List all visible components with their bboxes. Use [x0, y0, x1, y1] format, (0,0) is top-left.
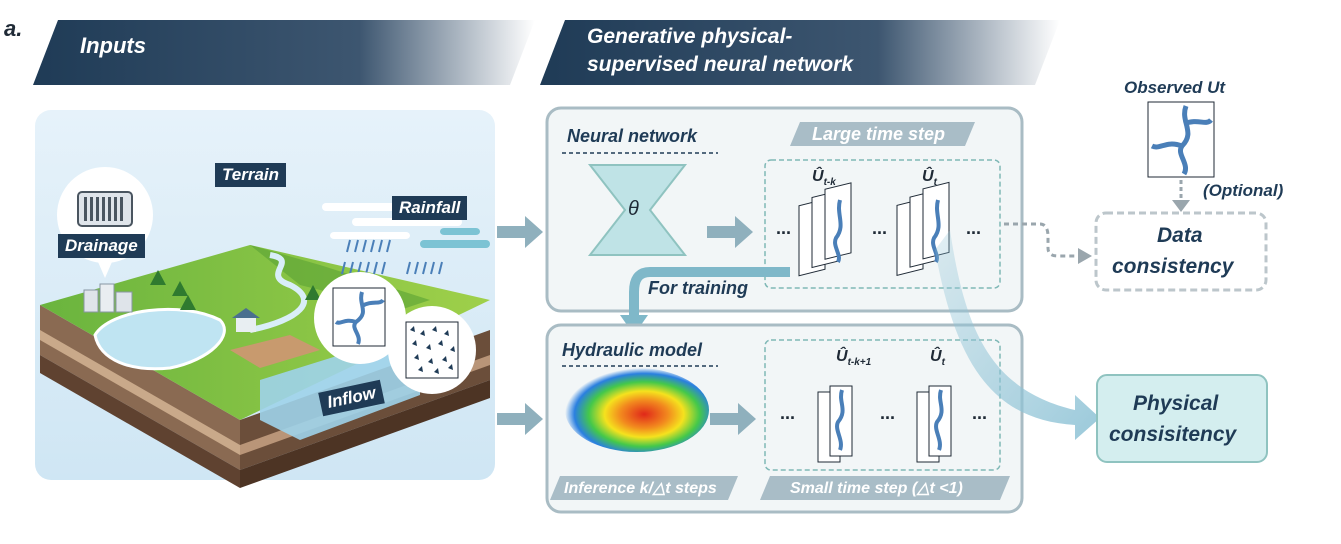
small-step-label: Small time step (△t <1): [790, 480, 963, 497]
observed-map-frame: [1147, 101, 1215, 178]
neural-network-title: Neural network: [567, 126, 698, 146]
terrain-label: Terrain: [215, 163, 287, 187]
observed-label: Observed Ut: [1124, 78, 1226, 97]
for-training-label: For training: [648, 278, 748, 298]
u-start-top: Ût-k: [812, 168, 836, 188]
u-start-bottom: Ût-k+1: [836, 348, 871, 368]
frame-stack-bottom-2: [916, 385, 952, 463]
network-banner-title-line2: supervised neural network: [587, 53, 854, 76]
observed-arrowhead: [1172, 200, 1190, 212]
u-start-bottom-symbol: Û: [836, 348, 848, 365]
inputs-banner-title: Inputs: [80, 33, 146, 58]
u-start-top-symbol: Û: [812, 168, 824, 185]
theta-symbol: θ: [628, 198, 639, 220]
network-banner-title-line1: Generative physical-: [587, 25, 793, 48]
inference-steps-label: Inference k/△t steps: [564, 480, 717, 497]
small-step-banner: [760, 476, 1010, 500]
u-end-bottom-symbol: Û: [930, 348, 942, 365]
city-building-2: [99, 283, 115, 313]
frame-river-bottom-2: [934, 389, 944, 451]
small-step-frames-box: [764, 339, 1001, 471]
frame-stack-top-1: [798, 182, 852, 277]
dots-top-2: ...: [872, 218, 888, 238]
tree-1: [150, 270, 166, 285]
arrow-hm-to-frames: [710, 403, 756, 435]
frame-river-bottom-1: [835, 389, 845, 451]
dots-top-1: ...: [776, 218, 792, 238]
arrow-inputs-to-nn: [497, 216, 543, 248]
physical-consistency-box: [1096, 374, 1268, 463]
inference-banner: [550, 476, 738, 500]
drainage-label: Drainage: [58, 234, 145, 258]
dots-bottom-2: ...: [880, 403, 896, 423]
house: [236, 318, 256, 332]
data-consistency-line2: consistency: [1112, 255, 1234, 278]
house-roof: [232, 308, 260, 318]
tree-4: [305, 285, 321, 300]
arrow-nn-to-frames: [707, 216, 753, 248]
soil-bottom-right: [240, 380, 490, 488]
lake: [93, 307, 226, 371]
observed-map-river: [1150, 105, 1213, 176]
inputs-banner: [33, 20, 535, 85]
soil-layer-stripe: [40, 330, 240, 455]
hydraulic-model-title: Hydraulic model: [562, 340, 703, 360]
u-end-top: Ût: [922, 168, 937, 188]
u-start-top-sub: t-k: [823, 177, 836, 189]
network-banner: [540, 20, 1060, 85]
u-end-bottom: Ût: [930, 348, 945, 368]
frame-stack-top-2: [896, 181, 950, 276]
heatmap-blob: [565, 368, 709, 452]
drain-grate-slots: [84, 197, 123, 221]
u-start-bottom-sub: t-k+1: [847, 357, 872, 369]
farmland: [230, 335, 320, 368]
panel-label: a.: [4, 16, 23, 41]
physical-consistency-arrow: [935, 230, 1100, 440]
flow-field-arrows: [410, 326, 455, 374]
city-building-1: [83, 289, 99, 313]
tree-3: [180, 295, 196, 310]
arrow-inputs-to-hydraulic: [497, 403, 543, 435]
flood-map-river: [334, 291, 385, 345]
river: [249, 252, 307, 333]
data-consistency-line1: Data: [1157, 224, 1203, 247]
u-end-bottom-sub: t: [941, 357, 945, 369]
frame-stack-bottom-1: [817, 385, 853, 463]
tree-2: [172, 281, 188, 296]
large-step-frames-box: [764, 159, 1001, 289]
data-consistency-connector: [1004, 222, 1080, 258]
city-building-3: [115, 291, 133, 313]
u-end-top-sub: t: [933, 177, 937, 189]
data-consistency-box: [1094, 211, 1268, 292]
optional-label: (Optional): [1203, 181, 1284, 200]
physical-consistency-line1: Physical: [1133, 392, 1219, 415]
frame-river-top-1: [833, 199, 843, 263]
dots-top-3: ...: [966, 218, 982, 238]
rain-streaks: [341, 239, 443, 275]
large-step-banner: [790, 122, 975, 146]
rain-clouds: [322, 203, 490, 248]
dots-bottom-3: ...: [972, 403, 988, 423]
large-step-label: Large time step: [812, 124, 946, 144]
rainfall-label: Rainfall: [392, 196, 468, 220]
dots-bottom-1: ...: [780, 403, 796, 423]
soil-bottom: [40, 355, 240, 488]
drainage-bubble-tail: [95, 255, 115, 278]
bowtie-network: [587, 164, 688, 256]
physical-consistency-line2: consisitency: [1109, 423, 1237, 446]
u-end-top-symbol: Û: [922, 168, 934, 185]
for-training-arrow: [629, 267, 790, 318]
data-consistency-arrowhead: [1078, 248, 1092, 264]
